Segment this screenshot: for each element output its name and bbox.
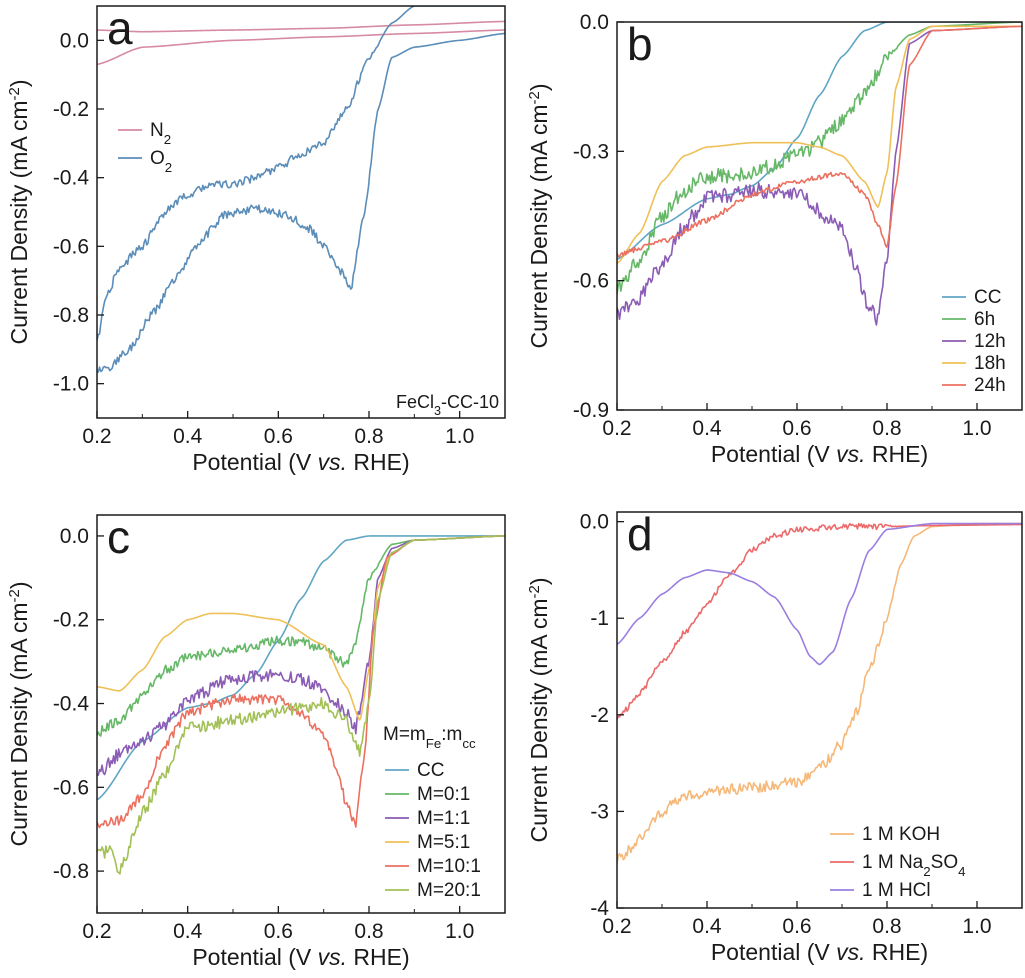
series-line-b-4 — [617, 25, 1022, 258]
y-tick-label-d-3: -3 — [590, 800, 609, 823]
legend-label-d-2: 1 M HCl — [862, 880, 931, 901]
y-tick-label-c-1: -0.2 — [53, 609, 89, 632]
legend-label-b-4: 24h — [974, 375, 1006, 396]
x-tick-label-d-4: 1.0 — [962, 915, 991, 938]
x-tick-label-c-4: 1.0 — [445, 920, 474, 943]
y-tick-label-c-2: -0.4 — [53, 693, 90, 716]
y-tick-label-b-0: 0.0 — [580, 11, 609, 34]
panel-d: 0.2 0.4 0.6 0.8 1.0 0.0 -1 -2 -3 -4 Potential (V v… — [526, 508, 1023, 965]
legend-label-c-5: M=20:1 — [417, 880, 481, 901]
y-axis-title-b: Current Density (mA cm-2) — [526, 83, 553, 348]
x-tick-label-d-3: 0.8 — [872, 915, 901, 938]
series-line-c-3 — [97, 535, 505, 721]
y-tick-label-a-1: -0.2 — [53, 98, 89, 121]
y-tick-label-c-3: -0.6 — [53, 776, 89, 799]
x-tick-label-c-2: 0.6 — [264, 920, 293, 943]
legend-label-b-3: 18h — [974, 353, 1006, 374]
y-tick-label-a-3: -0.6 — [53, 235, 89, 258]
y-tick-label-d-4: -4 — [590, 897, 609, 920]
y-tick-label-d-2: -2 — [590, 704, 609, 727]
series-line-a-2 — [97, 32, 505, 373]
x-tick-label-b-0: 0.2 — [602, 417, 631, 440]
legend-label-c-0: CC — [417, 760, 444, 781]
series-line-b-0 — [617, 22, 1022, 260]
x-axis-title-a: Potential (V vs. RHE) — [192, 449, 409, 475]
axes-frame-b — [616, 21, 1023, 411]
y-axis-title-d: Current Density (mA cm-2) — [526, 577, 553, 842]
panel-a: 0.2 0.4 0.6 0.8 1.0 0.0 -0.2 -0.4 -0.6 -0.8 -1.0 Po… — [6, 2, 506, 475]
x-tick-label-b-3: 0.8 — [872, 417, 901, 440]
legend-label-a-0: N2 — [150, 120, 171, 147]
series-line-c-5 — [97, 535, 505, 875]
series-line-a-0 — [97, 29, 505, 66]
x-tick-label-d-1: 0.4 — [692, 915, 722, 938]
panel-letter-c: c — [107, 511, 130, 563]
panel-letter-b: b — [627, 18, 653, 70]
y-tick-label-b-3: -0.9 — [573, 399, 609, 422]
legend-label-b-0: CC — [974, 287, 1001, 308]
y-tick-label-c-4: -0.8 — [53, 860, 89, 883]
panel-b: 0.2 0.4 0.6 0.8 1.0 0.0 -0.3 -0.6 -0.9 Potential … — [526, 11, 1023, 467]
legend-label-b-2: 12h — [974, 331, 1006, 352]
panel-letter-a: a — [107, 2, 133, 54]
y-axis-title-a: Current Density (mA cm-2) — [6, 79, 33, 344]
series-line-d-1 — [617, 522, 1022, 720]
panel-c: 0.2 0.4 0.6 0.8 1.0 0.0 -0.2 -0.4 -0.6 -0.8 Potent… — [6, 511, 506, 970]
legend-label-a-2: O2 — [150, 148, 172, 175]
y-tick-label-d-1: -1 — [590, 607, 609, 630]
axes-frame-a — [96, 5, 506, 419]
x-axis-title-d: Potential (V vs. RHE) — [711, 939, 928, 965]
x-tick-label-a-4: 1.0 — [445, 425, 474, 448]
x-tick-label-c-1: 0.4 — [173, 920, 203, 943]
legend-title-c: M=mFe:mcc — [383, 724, 476, 751]
y-tick-label-a-2: -0.4 — [53, 167, 90, 190]
panel-letter-d: d — [627, 508, 653, 560]
legend-label-d-0: 1 M KOH — [862, 824, 940, 845]
x-tick-label-a-3: 0.8 — [354, 425, 383, 448]
y-tick-label-c-0: 0.0 — [60, 525, 89, 548]
y-axis-title-c: Current Density (mA cm-2) — [6, 581, 33, 846]
series-line-d-0 — [617, 522, 1022, 865]
legend-label-d-1: 1 M Na2SO4 — [862, 852, 966, 879]
legend-label-b-1: 6h — [974, 309, 995, 330]
x-tick-label-a-0: 0.2 — [82, 425, 111, 448]
legend-label-c-4: M=10:1 — [417, 856, 481, 877]
y-tick-label-a-4: -0.8 — [53, 304, 89, 327]
x-tick-label-a-2: 0.6 — [264, 425, 293, 448]
y-tick-label-a-0: 0.0 — [60, 29, 89, 52]
x-tick-label-c-3: 0.8 — [354, 920, 383, 943]
x-tick-label-d-0: 0.2 — [602, 915, 631, 938]
panel-note-a: FeCl3-CC-10 — [396, 392, 499, 418]
x-tick-label-b-4: 1.0 — [962, 417, 991, 440]
legend-label-c-3: M=5:1 — [417, 832, 470, 853]
x-tick-label-b-1: 0.4 — [692, 417, 722, 440]
y-tick-label-d-0: 0.0 — [580, 511, 609, 534]
series-line-d-2 — [617, 522, 1022, 666]
series-line-a-3 — [97, 6, 505, 341]
y-tick-label-a-5: -1.0 — [53, 373, 89, 396]
legend-label-c-1: M=0:1 — [417, 784, 470, 805]
series-line-a-1 — [97, 20, 505, 33]
x-tick-label-a-1: 0.4 — [173, 425, 203, 448]
axes-frame-c — [96, 514, 506, 914]
series-line-b-1 — [617, 22, 1022, 295]
x-axis-title-c: Potential (V vs. RHE) — [192, 944, 409, 970]
y-tick-label-b-1: -0.3 — [573, 140, 609, 163]
y-tick-label-b-2: -0.6 — [573, 270, 609, 293]
series-line-b-3 — [617, 25, 1022, 265]
axes-frame-d — [616, 511, 1023, 909]
x-tick-label-b-2: 0.6 — [782, 417, 811, 440]
x-axis-title-b: Potential (V vs. RHE) — [711, 441, 928, 467]
x-tick-label-d-2: 0.6 — [782, 915, 811, 938]
legend-label-c-2: M=1:1 — [417, 808, 470, 829]
x-tick-label-c-0: 0.2 — [82, 920, 111, 943]
